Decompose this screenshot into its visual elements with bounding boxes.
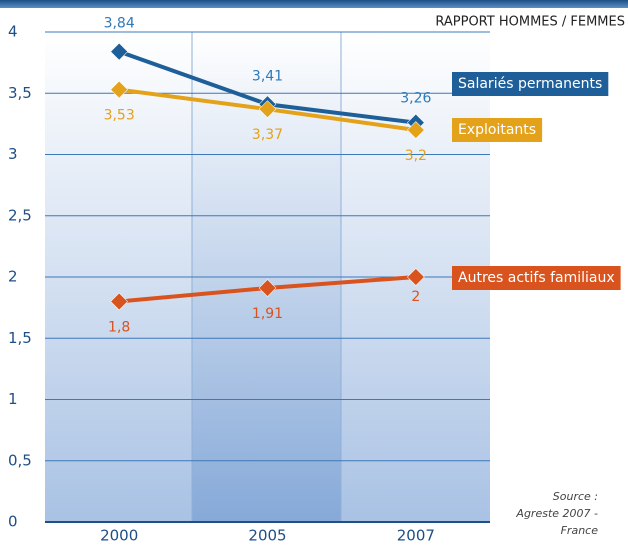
marker [406, 121, 425, 139]
y-tick-label: 3 [8, 145, 18, 163]
marker [110, 42, 129, 61]
x-tick-label: 2005 [248, 527, 286, 543]
chart-title: RAPPORT HOMMES / FEMMES [435, 15, 625, 30]
data-label: 2 [411, 289, 420, 305]
x-tick-label: 2007 [397, 527, 435, 543]
data-label: 3,2 [405, 148, 427, 164]
marker [406, 268, 425, 286]
y-tick-label: 1,5 [8, 329, 32, 347]
x-tick-label: 2000 [100, 527, 138, 543]
marker [110, 80, 129, 99]
y-tick-label: 2 [8, 268, 18, 286]
marker [110, 292, 129, 311]
marker [258, 279, 277, 297]
data-label: 3,53 [104, 108, 135, 124]
legend-box [452, 266, 621, 290]
y-tick-label: 1 [8, 390, 18, 408]
data-label: 3,84 [104, 16, 135, 32]
source-line: France [561, 524, 599, 537]
y-tick-label: 2,5 [8, 206, 32, 224]
legend-box [452, 72, 609, 96]
legend-label: Salariés permanents [458, 76, 602, 92]
legend-label: Autres actifs familiaux [458, 270, 615, 286]
data-label: 3,26 [400, 91, 431, 107]
data-label: 1,8 [108, 320, 130, 336]
data-label: 3,41 [252, 68, 283, 84]
data-label: 3,37 [252, 127, 283, 143]
y-tick-label: 3,5 [8, 84, 32, 102]
legend-label: Exploitants [458, 122, 536, 138]
legend-box [452, 118, 543, 142]
y-tick-label: 0,5 [8, 451, 32, 469]
data-label: 1,91 [252, 306, 283, 322]
source-line: Source : [553, 490, 598, 503]
source-line: Agreste 2007 - [515, 507, 598, 520]
marker [258, 100, 277, 119]
source: Source : Agreste 2007 - France [515, 490, 598, 537]
header-bar [0, 0, 628, 8]
y-tick-label: 0 [8, 513, 18, 531]
y-tick-label: 4 [8, 23, 18, 41]
